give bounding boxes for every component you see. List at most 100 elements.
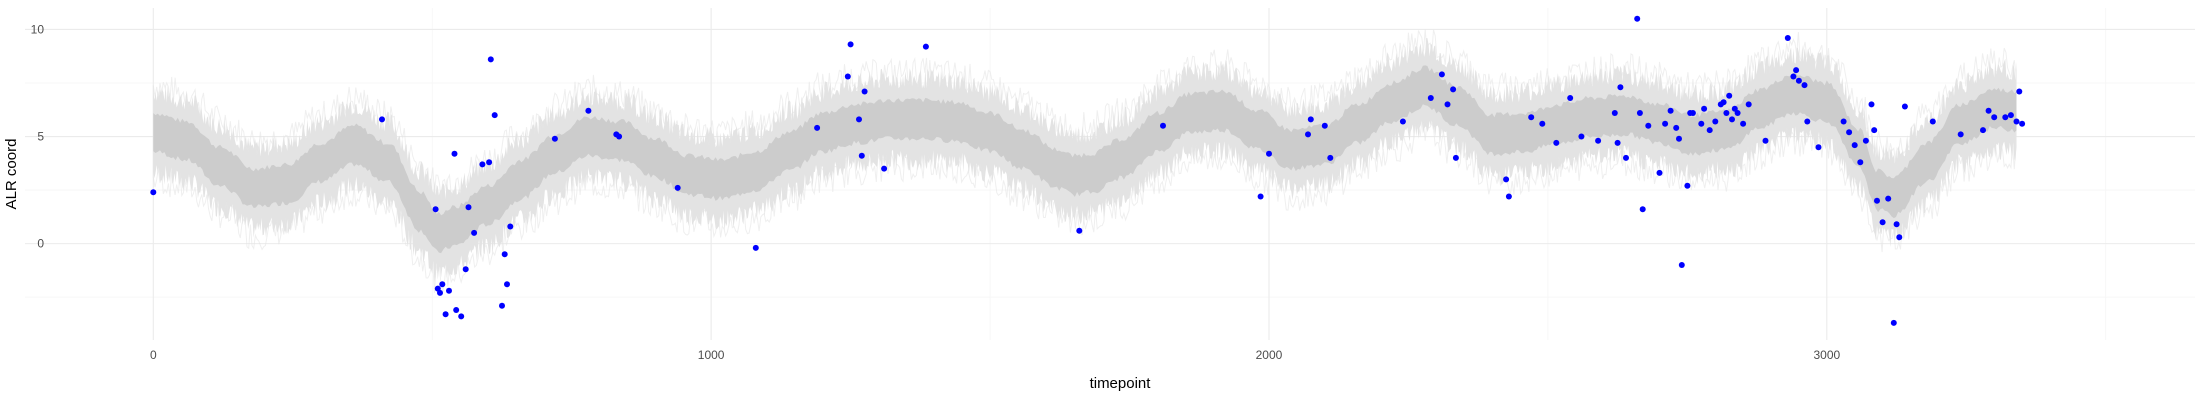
data-point [446, 287, 452, 294]
data-point [2019, 120, 2026, 127]
data-point [2002, 114, 2009, 121]
data-point [1893, 221, 1900, 228]
data-point [1539, 120, 1546, 127]
data-point [504, 281, 510, 288]
y-tick-label: 5 [37, 130, 44, 144]
data-point [616, 133, 623, 140]
data-point [486, 159, 493, 166]
data-point [814, 124, 821, 131]
data-point [1879, 219, 1886, 226]
data-point [1862, 137, 1869, 144]
x-tick-label: 0 [150, 348, 157, 362]
data-point [379, 116, 385, 123]
data-point [551, 135, 558, 142]
outer-band-noise [152, 29, 2017, 293]
data-point [881, 165, 888, 172]
ribbon-band [152, 29, 2017, 293]
data-point [1706, 127, 1713, 134]
data-point [1840, 118, 1847, 125]
data-point [1726, 92, 1733, 99]
data-point [1399, 118, 1406, 125]
data-point [1305, 131, 1311, 138]
data-point [1890, 319, 1897, 326]
data-point [1815, 144, 1822, 151]
data-point [1257, 193, 1264, 200]
data-point [585, 107, 592, 114]
data-point [861, 88, 868, 95]
data-point [1991, 114, 1998, 121]
data-point [1636, 110, 1643, 116]
data-point [1804, 118, 1811, 125]
data-point [1846, 129, 1853, 136]
data-point [1885, 195, 1892, 202]
data-point [844, 73, 851, 80]
data-point [922, 43, 929, 50]
data-point [1528, 114, 1535, 121]
data-point [1553, 139, 1560, 146]
data-points [150, 15, 2026, 326]
inner-band [153, 65, 2017, 254]
data-point [1634, 15, 1641, 22]
data-point [1801, 82, 1808, 89]
data-point [2016, 88, 2023, 95]
data-point [856, 116, 862, 123]
data-point [451, 150, 458, 157]
data-point [465, 204, 472, 211]
data-point [1505, 193, 1512, 200]
y-tick-label: 10 [31, 22, 45, 36]
data-point [1321, 122, 1328, 129]
x-axis-title: timepoint [1090, 375, 1152, 392]
data-point [1712, 118, 1719, 125]
data-point [1595, 137, 1602, 144]
data-point [2007, 112, 2014, 119]
data-point [437, 289, 443, 296]
data-point [1795, 77, 1802, 84]
y-axis-title: ALR coord [3, 139, 20, 210]
data-point [507, 223, 514, 230]
data-point [1874, 197, 1880, 204]
data-point [1957, 131, 1964, 138]
data-point [1929, 118, 1936, 125]
x-tick-label: 2000 [1256, 348, 1283, 362]
data-point [1762, 137, 1769, 144]
data-point [1980, 127, 1986, 134]
data-point [487, 56, 494, 63]
data-point [1745, 101, 1752, 108]
data-point [1266, 150, 1272, 157]
data-point [462, 266, 469, 273]
data-point [1851, 142, 1858, 149]
data-point [1327, 154, 1334, 161]
data-point [1160, 122, 1166, 129]
data-point [1452, 154, 1459, 161]
data-point [150, 189, 157, 196]
data-point [432, 206, 439, 213]
data-point [1645, 122, 1652, 129]
data-point [2013, 118, 2020, 125]
data-point [1673, 124, 1680, 131]
data-point [1871, 127, 1878, 134]
data-point [453, 307, 460, 313]
data-point [1676, 135, 1682, 142]
data-point [1438, 71, 1445, 78]
data-point [1720, 99, 1727, 106]
data-point [1740, 120, 1747, 127]
data-point [1729, 116, 1735, 123]
data-point [479, 161, 486, 168]
data-point [1567, 95, 1574, 101]
data-point [1307, 116, 1314, 123]
data-point [1790, 73, 1797, 80]
data-point [674, 184, 681, 191]
data-point [1578, 133, 1585, 140]
data-point [1868, 101, 1875, 108]
data-point [1793, 67, 1800, 74]
data-point [1731, 105, 1738, 112]
data-point [1901, 103, 1908, 110]
data-point [1678, 262, 1685, 268]
data-point [442, 311, 449, 318]
data-point [1857, 159, 1864, 166]
data-point [1689, 110, 1696, 116]
data-point [1896, 234, 1903, 241]
data-point [1639, 206, 1646, 213]
data-point [1503, 176, 1510, 183]
